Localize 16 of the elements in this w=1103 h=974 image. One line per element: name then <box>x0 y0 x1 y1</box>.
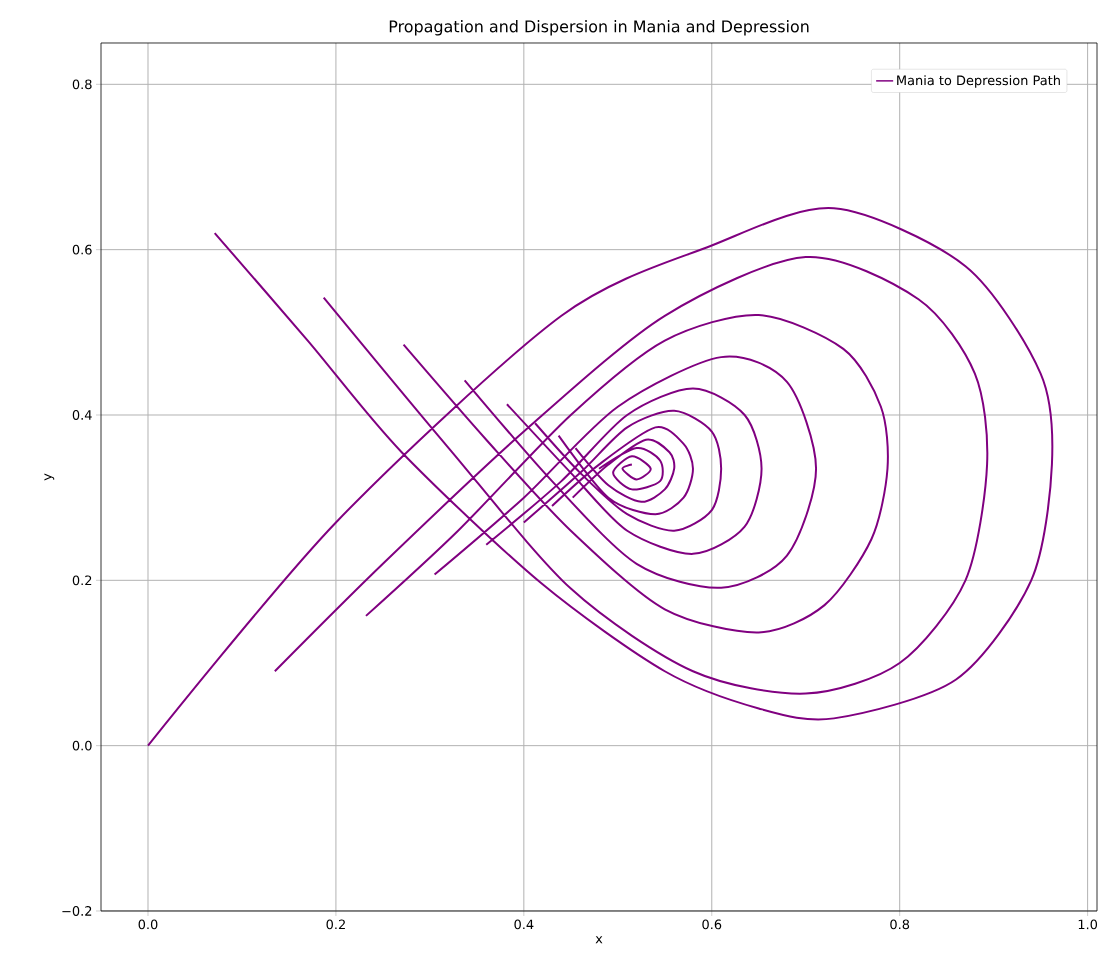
chart-title: Propagation and Dispersion in Mania and Depression <box>389 20 809 36</box>
y-tick-label: −0.2 <box>62 906 92 916</box>
x-tick-label: 0.2 <box>326 919 345 930</box>
y-tick-label: 0.8 <box>72 79 92 90</box>
x-tick-label: 0.8 <box>890 919 910 930</box>
y-tick-label: 0.4 <box>72 410 92 420</box>
y-tick-label: 0.6 <box>72 244 92 255</box>
y-tick-label: 0.2 <box>72 575 92 586</box>
x-tick-label: 0.0 <box>138 919 158 930</box>
x-tick-label: 0.4 <box>514 919 534 930</box>
x-tick-label: 0.6 <box>702 919 722 930</box>
legend-label: Mania to Depression Path <box>897 75 1060 88</box>
x-axis-title: x <box>595 936 603 944</box>
y-axis-title: y <box>44 473 55 481</box>
y-tick-label: 0.0 <box>72 740 92 751</box>
x-tick-label: 1.0 <box>1078 919 1098 930</box>
